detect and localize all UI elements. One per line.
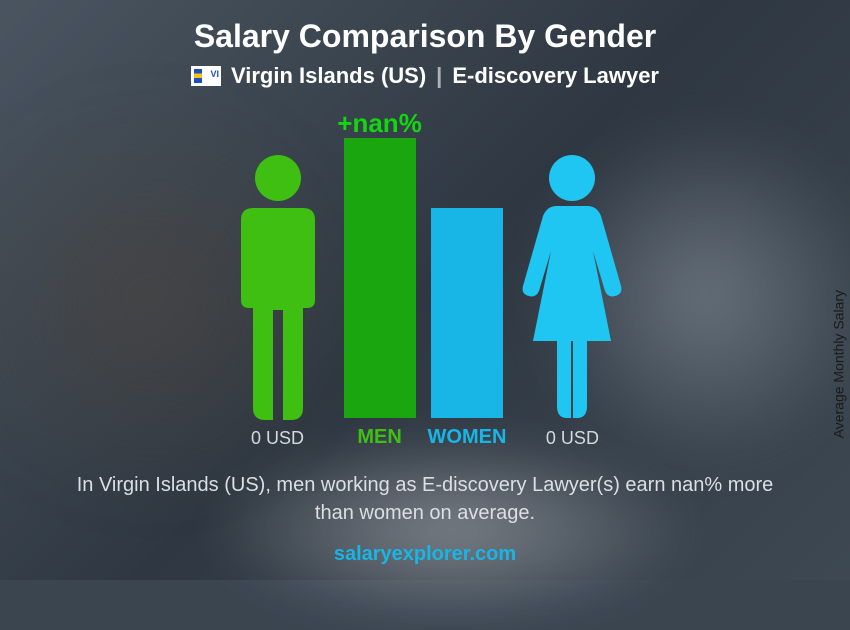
women-label: WOMEN	[428, 426, 507, 449]
description-text: In Virgin Islands (US), men working as E…	[65, 471, 785, 527]
female-icon	[517, 150, 627, 420]
subtitle-row: Virgin Islands (US) | E-discovery Lawyer	[191, 63, 659, 89]
separator: |	[436, 63, 442, 89]
chart-area: 0 USD +nan% MEN WOMEN 0 USD	[145, 109, 705, 449]
men-bar	[344, 138, 416, 418]
pct-diff-label: +nan%	[337, 108, 422, 139]
content-container: Salary Comparison By Gender Virgin Islan…	[0, 0, 850, 580]
women-bar-wrap: WOMEN	[428, 208, 507, 449]
male-figure: 0 USD	[218, 150, 338, 449]
men-bar-wrap: +nan% MEN	[344, 138, 416, 449]
female-figure: 0 USD	[512, 150, 632, 449]
men-label: MEN	[357, 426, 401, 449]
men-value: 0 USD	[251, 428, 304, 449]
male-icon	[223, 150, 333, 420]
job-label: E-discovery Lawyer	[452, 63, 659, 89]
location-label: Virgin Islands (US)	[231, 63, 426, 89]
flag-icon	[191, 66, 221, 86]
page-title: Salary Comparison By Gender	[194, 18, 656, 55]
women-value: 0 USD	[546, 428, 599, 449]
women-bar	[431, 208, 503, 418]
